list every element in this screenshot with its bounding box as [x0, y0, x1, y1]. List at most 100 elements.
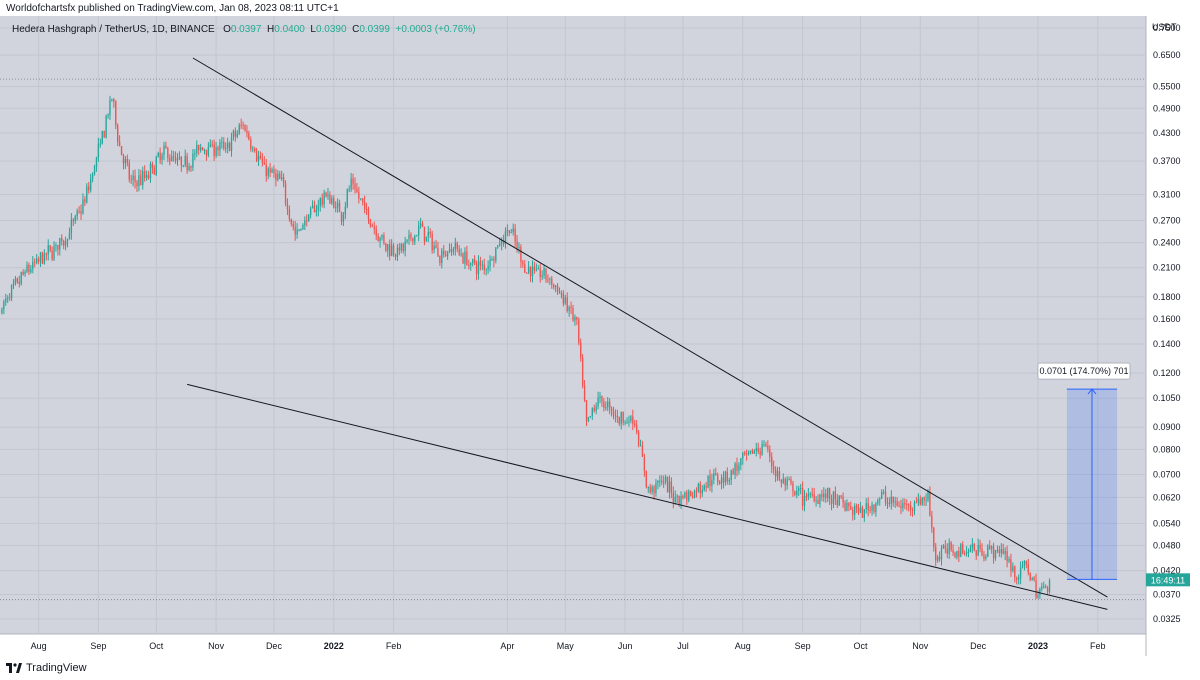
- candle-body: [838, 495, 840, 506]
- trendlines[interactable]: [187, 57, 1108, 610]
- candle-body: [545, 268, 547, 280]
- candle-body: [740, 458, 742, 466]
- price-chart[interactable]: 0.0701 (174.70%) 701 USDT 0.75000.65000.…: [0, 16, 1200, 656]
- x-tick-label: Nov: [912, 641, 929, 651]
- candle-body: [232, 130, 235, 137]
- candle-body: [304, 220, 306, 226]
- candle-body: [796, 491, 798, 495]
- candle-body: [161, 154, 163, 161]
- candle-body: [759, 451, 761, 455]
- chart-container[interactable]: 0.0701 (174.70%) 701 USDT 0.7500 0.6500 0.…: [0, 16, 1200, 656]
- candle-body: [41, 252, 44, 264]
- candle-body: [763, 444, 765, 446]
- candle-body: [5, 298, 7, 302]
- candle-body: [250, 139, 252, 150]
- candle-body: [404, 241, 406, 252]
- candle-body: [653, 486, 655, 494]
- y-tick-label: 0.3100: [1153, 189, 1181, 199]
- candle-body: [549, 278, 551, 280]
- symbol-name[interactable]: Hedera Hashgraph / TetherUS: [12, 24, 147, 35]
- candle-body: [635, 425, 638, 432]
- candle-body: [348, 189, 350, 191]
- candle-body: [78, 210, 80, 212]
- x-tick-label: 2022: [324, 641, 344, 651]
- candle-body: [242, 125, 244, 127]
- x-tick-label: Oct: [149, 641, 164, 651]
- candle-body: [1041, 586, 1043, 589]
- candle-body: [95, 157, 98, 167]
- candle-body: [911, 509, 914, 511]
- candle-body: [331, 198, 333, 204]
- candle-body: [979, 544, 981, 549]
- candle-body: [421, 223, 424, 227]
- price-range-measure[interactable]: 0.0701 (174.70%) 701: [1037, 362, 1131, 580]
- candle-body: [188, 166, 190, 171]
- candle-body: [765, 444, 767, 446]
- candle-body: [894, 501, 896, 503]
- candle-body: [591, 408, 593, 417]
- candle-body: [396, 247, 399, 257]
- candle-body: [875, 503, 877, 512]
- candle-body: [884, 491, 887, 504]
- candle-body: [1016, 577, 1018, 580]
- symbol-interval[interactable]: 1D: [151, 24, 165, 35]
- x-tick-label: Dec: [970, 641, 987, 651]
- candle-body: [452, 249, 455, 252]
- candle-body: [265, 164, 267, 176]
- candle-body: [801, 487, 804, 506]
- candle-body: [1033, 577, 1035, 581]
- y-axis-ticks: 0.7500 0.6500 0.5500 0.4900 0.4300 0.3700 0.31…: [1153, 23, 1181, 624]
- candle-body: [450, 249, 453, 252]
- tradingview-logo-icon: [6, 663, 22, 673]
- candle-body: [126, 158, 129, 163]
- candle-body: [1037, 594, 1039, 598]
- candle-body: [387, 244, 389, 251]
- candle-body: [709, 475, 711, 487]
- candle-body: [882, 491, 885, 493]
- candle-body: [248, 133, 250, 140]
- candle-body: [983, 555, 985, 559]
- candle-body: [234, 130, 237, 137]
- candle-body: [140, 175, 142, 185]
- candle-body: [630, 416, 632, 421]
- time-axis[interactable]: [0, 634, 1146, 656]
- candle-body: [375, 228, 377, 236]
- candle-body: [406, 239, 408, 242]
- candle-body: [460, 253, 462, 255]
- candle-body: [809, 493, 811, 495]
- candle-body: [610, 408, 613, 412]
- candle-body: [512, 228, 514, 233]
- x-tick-label: May: [557, 641, 575, 651]
- x-tick-label: Sep: [795, 641, 811, 651]
- price-axis[interactable]: [1146, 16, 1200, 656]
- candle-body: [192, 153, 194, 168]
- x-tick-label: Dec: [266, 641, 283, 651]
- candle-body: [132, 175, 134, 180]
- y-tick-label: 0.1600: [1153, 314, 1181, 324]
- candle-body: [7, 297, 9, 299]
- symbol-legend[interactable]: Hedera Hashgraph / TetherUS, 1D, BINANCE…: [12, 24, 476, 35]
- candle-body: [481, 264, 483, 266]
- candle-body: [778, 471, 781, 481]
- candle-body: [699, 483, 702, 494]
- candle-body: [61, 238, 63, 242]
- footer-brand[interactable]: TradingView: [6, 662, 87, 674]
- candle-body: [3, 301, 5, 310]
- candle-body: [369, 219, 372, 226]
- candle-body: [286, 203, 289, 210]
- candle-body: [570, 307, 572, 309]
- candle-body: [634, 423, 636, 426]
- candle-body: [55, 244, 57, 246]
- candle-body: [271, 169, 273, 173]
- measure-arrow-head-icon: [1087, 388, 1097, 395]
- candle-body: [854, 506, 856, 515]
- candle-body: [45, 253, 47, 255]
- candle-body: [458, 248, 460, 255]
- candle-body: [526, 272, 528, 274]
- candle-body: [491, 259, 493, 261]
- candle-body: [1048, 580, 1051, 592]
- candle-body: [751, 450, 754, 454]
- candle-body: [925, 499, 927, 501]
- candle-body: [558, 291, 561, 294]
- candle-body: [255, 150, 258, 161]
